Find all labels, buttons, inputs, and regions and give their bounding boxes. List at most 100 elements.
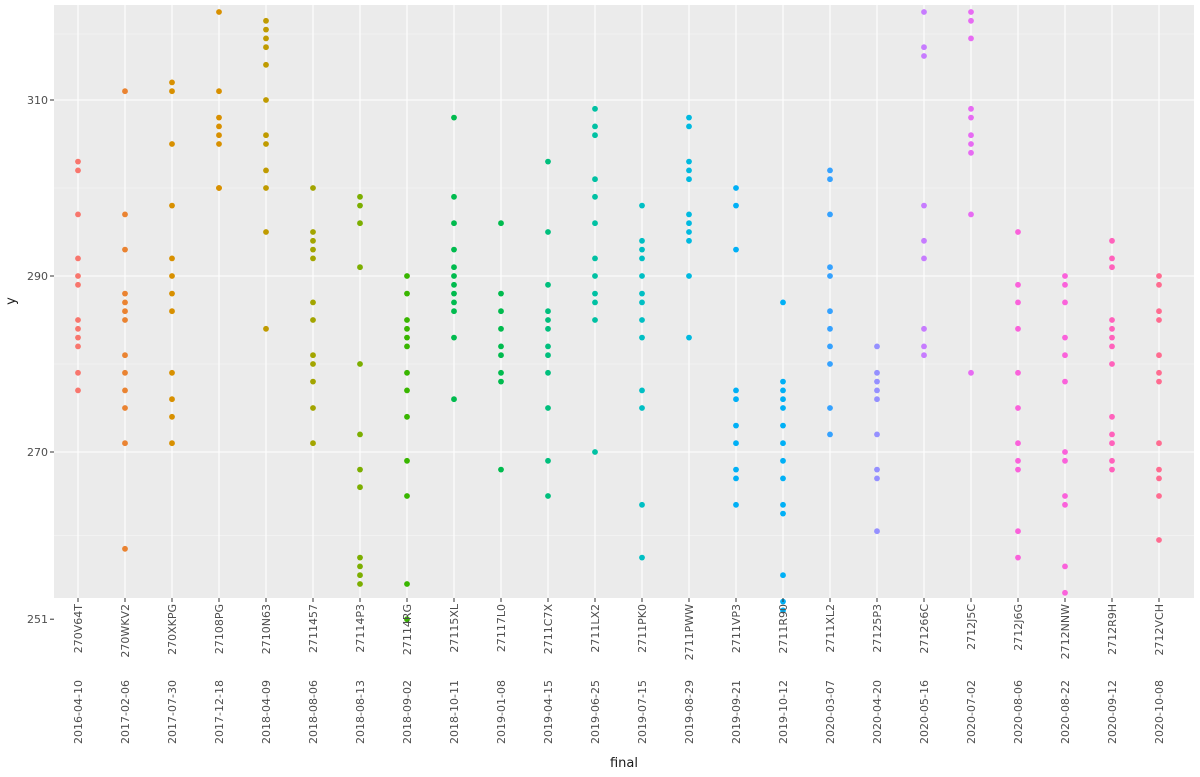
data-point bbox=[827, 308, 833, 315]
data-point bbox=[216, 123, 222, 130]
data-point bbox=[874, 343, 880, 350]
data-point bbox=[827, 264, 833, 271]
x-tick-label-date: 2018-04-09 bbox=[260, 680, 273, 744]
data-point bbox=[216, 9, 222, 15]
data-point bbox=[451, 334, 457, 341]
data-point bbox=[968, 17, 974, 24]
data-point bbox=[451, 281, 457, 288]
data-point bbox=[733, 422, 739, 429]
data-point bbox=[1062, 457, 1068, 464]
x-tick-label-date: 2019-09-21 bbox=[730, 680, 743, 744]
data-point bbox=[686, 220, 692, 227]
data-point bbox=[404, 369, 410, 376]
data-point bbox=[780, 440, 786, 447]
data-point bbox=[404, 290, 410, 297]
data-point bbox=[733, 440, 739, 447]
x-tick-label-code: 2710N63 bbox=[260, 604, 273, 654]
data-point bbox=[639, 405, 645, 411]
data-point bbox=[122, 387, 128, 394]
data-point bbox=[498, 369, 504, 376]
data-point bbox=[686, 114, 692, 121]
data-point bbox=[1109, 413, 1115, 420]
data-point bbox=[357, 220, 363, 227]
data-point bbox=[874, 466, 880, 473]
data-point bbox=[122, 308, 128, 315]
data-point bbox=[1109, 431, 1115, 438]
data-point bbox=[357, 264, 363, 271]
data-point bbox=[686, 211, 692, 218]
data-point bbox=[169, 440, 175, 447]
data-point bbox=[75, 281, 81, 288]
data-point bbox=[404, 343, 410, 350]
data-point bbox=[498, 378, 504, 385]
data-point bbox=[1156, 352, 1162, 359]
data-point bbox=[921, 352, 927, 359]
data-point bbox=[827, 325, 833, 332]
data-point bbox=[1015, 457, 1021, 464]
data-point bbox=[968, 141, 974, 147]
data-point bbox=[545, 158, 551, 165]
x-tick-label-date: 2019-06-25 bbox=[589, 680, 602, 744]
data-point bbox=[874, 387, 880, 394]
data-point bbox=[1062, 334, 1068, 341]
data-point bbox=[169, 88, 175, 95]
data-point bbox=[263, 17, 269, 24]
data-point bbox=[1109, 457, 1115, 464]
data-point bbox=[75, 317, 81, 323]
data-point bbox=[1062, 281, 1068, 288]
data-point bbox=[545, 457, 551, 464]
data-point bbox=[263, 141, 269, 147]
x-tick-label-code: 2711R90 bbox=[777, 604, 790, 654]
data-point bbox=[874, 528, 880, 535]
x-tick-label-date: 2017-07-30 bbox=[166, 680, 179, 744]
x-tick-label-code: 2712VCH bbox=[1153, 604, 1166, 655]
data-point bbox=[310, 352, 316, 359]
data-point bbox=[404, 325, 410, 332]
data-point bbox=[1062, 273, 1068, 279]
x-axis-title: final bbox=[610, 756, 638, 771]
data-point bbox=[310, 246, 316, 253]
data-point bbox=[451, 273, 457, 279]
data-point bbox=[1156, 308, 1162, 315]
data-point bbox=[263, 97, 269, 103]
data-point bbox=[451, 246, 457, 253]
data-point bbox=[592, 105, 598, 112]
data-point bbox=[310, 317, 316, 323]
x-tick-label-date: 2020-03-07 bbox=[824, 680, 837, 744]
data-point bbox=[169, 396, 175, 403]
data-point bbox=[498, 466, 504, 473]
data-point bbox=[874, 378, 880, 385]
data-point bbox=[310, 255, 316, 262]
x-tick-label-code: 2712J6G bbox=[1012, 604, 1025, 651]
data-point bbox=[310, 237, 316, 244]
minor-gridlines bbox=[54, 33, 1194, 536]
x-tick-label-date: 2018-10-11 bbox=[448, 680, 461, 744]
data-point bbox=[75, 387, 81, 394]
x-tick-label-date: 2019-01-08 bbox=[495, 680, 508, 744]
data-point bbox=[451, 308, 457, 315]
data-point bbox=[1109, 361, 1115, 367]
data-point bbox=[451, 264, 457, 271]
data-point bbox=[827, 431, 833, 438]
y-tick-label: 251 bbox=[27, 613, 48, 626]
data-point bbox=[1109, 264, 1115, 271]
data-point bbox=[310, 299, 316, 306]
data-point bbox=[921, 53, 927, 59]
data-point bbox=[1109, 440, 1115, 447]
data-point bbox=[1015, 369, 1021, 376]
y-axis-title: y bbox=[4, 297, 19, 305]
data-point bbox=[733, 475, 739, 482]
data-point bbox=[827, 167, 833, 174]
data-point bbox=[1156, 440, 1162, 447]
data-point bbox=[1109, 255, 1115, 262]
data-point bbox=[1062, 449, 1068, 455]
x-tick-label-date: 2018-08-06 bbox=[307, 680, 320, 744]
data-point bbox=[1062, 563, 1068, 570]
data-point bbox=[592, 193, 598, 200]
data-point bbox=[451, 193, 457, 200]
x-tick-label-code: 27117L0 bbox=[495, 604, 508, 652]
data-point bbox=[1062, 589, 1068, 596]
data-point bbox=[263, 35, 269, 42]
data-point bbox=[75, 255, 81, 262]
data-point bbox=[921, 9, 927, 15]
